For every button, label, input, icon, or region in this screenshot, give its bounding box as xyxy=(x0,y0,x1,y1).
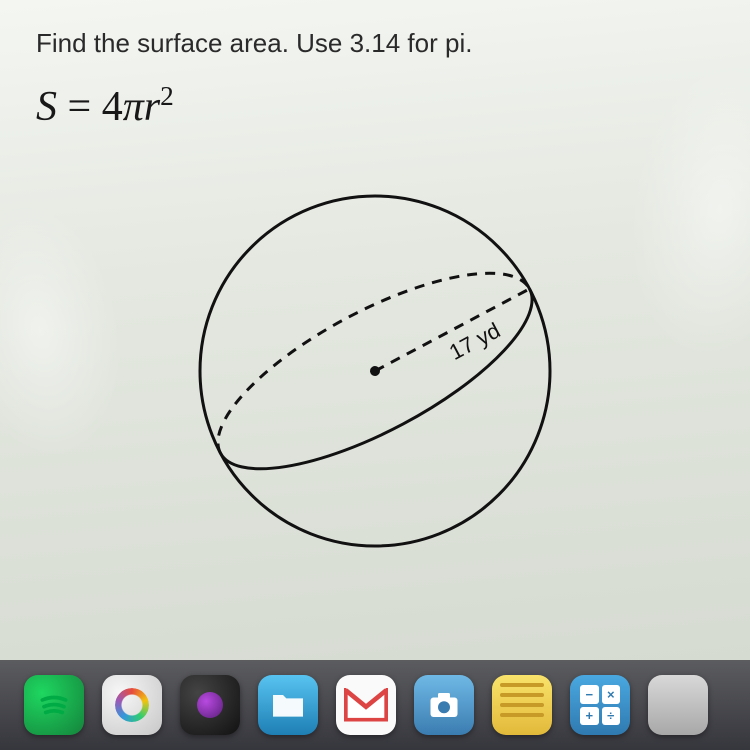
formula-equals: = xyxy=(57,84,102,130)
camera-icon[interactable] xyxy=(180,675,240,735)
formula-base: r xyxy=(144,84,160,130)
spotify-icon[interactable] xyxy=(24,675,84,735)
center-dot xyxy=(368,364,382,378)
formula-lhs: S xyxy=(36,84,57,130)
app-icon[interactable] xyxy=(648,675,708,735)
taskbar: −×+÷ xyxy=(0,660,750,750)
files-icon[interactable] xyxy=(258,675,318,735)
gmail-icon[interactable] xyxy=(336,675,396,735)
formula: S = 4πr2 xyxy=(36,81,714,131)
formula-pi: π xyxy=(123,84,144,130)
formula-coeff: 4 xyxy=(102,84,123,130)
camera-app-icon[interactable] xyxy=(414,675,474,735)
question-text: Find the surface area. Use 3.14 for pi. xyxy=(36,28,714,59)
sphere-diagram: 17 yd xyxy=(165,161,585,581)
radius-line xyxy=(375,289,530,371)
notes-icon[interactable] xyxy=(492,675,552,735)
weather-icon[interactable] xyxy=(102,675,162,735)
diagram-container: 17 yd xyxy=(36,161,714,581)
equator-group: 17 yd xyxy=(192,236,557,506)
worksheet-area: Find the surface area. Use 3.14 for pi. … xyxy=(0,0,750,660)
formula-exp: 2 xyxy=(160,81,174,111)
equator-front xyxy=(220,289,557,506)
calculator-icon[interactable]: −×+÷ xyxy=(570,675,630,735)
